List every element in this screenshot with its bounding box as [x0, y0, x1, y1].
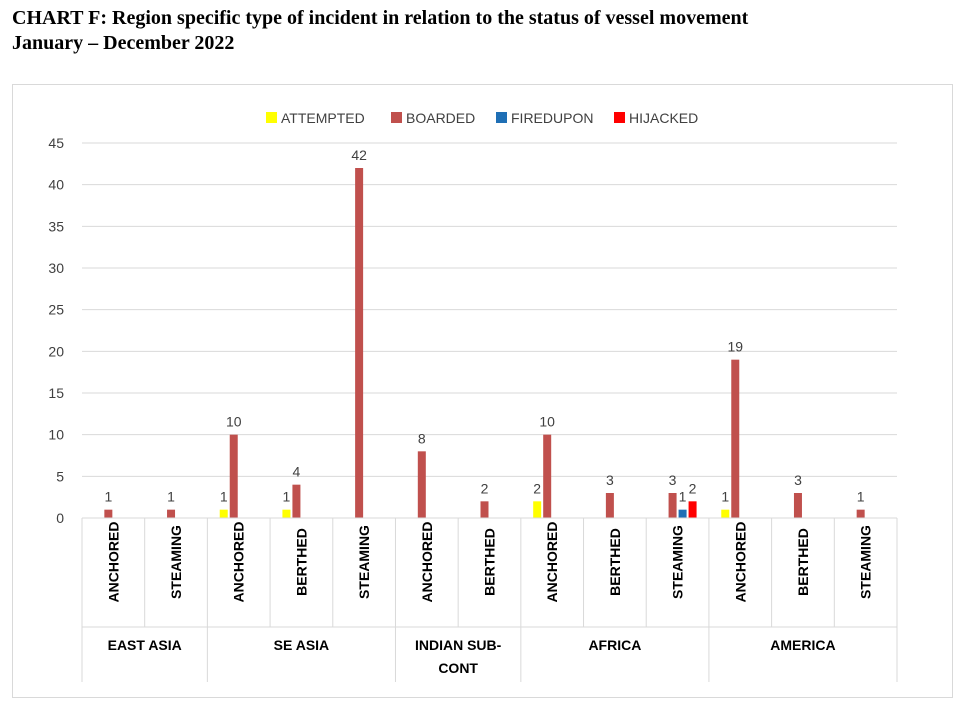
y-tick-label-40: 40 [48, 177, 64, 193]
data-label-boarded-7: 10 [539, 414, 555, 430]
data-label-boarded-8: 3 [606, 472, 614, 488]
bar-boarded-11 [793, 493, 802, 518]
chart-heading: CHART F: Region specific type of inciden… [12, 6, 962, 56]
gridlines [82, 142, 897, 519]
chart-frame [12, 84, 953, 698]
data-label-attempted-2: 1 [220, 489, 228, 505]
data-label-boarded-12: 1 [857, 489, 865, 505]
y-tick-label-30: 30 [48, 260, 64, 276]
data-label-boarded-0: 1 [104, 489, 112, 505]
x-tick-label-12: STEAMING [858, 525, 874, 599]
bar-boarded-5 [417, 451, 426, 518]
bar-firedupon-9 [678, 509, 687, 518]
legend-label-firedupon: FIREDUPON [511, 110, 593, 126]
x-tick-label-5: ANCHORED [419, 522, 435, 603]
bar-attempted-10 [721, 509, 730, 518]
bar-attempted-2 [219, 509, 228, 518]
group-label-line-2: CONT [438, 660, 478, 676]
x-tick-label-8: BERTHED [607, 528, 623, 596]
bar-boarded-10 [731, 359, 740, 518]
bar-boarded-6 [480, 501, 489, 518]
y-tick-label-5: 5 [56, 468, 64, 484]
legend-swatch-hijacked [614, 112, 625, 123]
group-label-indian-sub-cont: INDIAN SUB- CONT [415, 637, 502, 676]
legend: ATTEMPTED BOARDED FIREDUPON HIJACKED [266, 110, 698, 126]
bar-boarded-4 [355, 168, 364, 518]
group-label-line-1: INDIAN SUB- [415, 637, 502, 653]
bar-boarded-0 [104, 509, 113, 518]
legend-label-boarded: BOARDED [406, 110, 475, 126]
data-label-attempted-3: 1 [283, 489, 291, 505]
legend-label-hijacked: HIJACKED [629, 110, 698, 126]
bar-attempted-3 [282, 509, 291, 518]
group-label-africa: AFRICA [588, 637, 641, 653]
data-label-attempted-7: 2 [533, 480, 541, 496]
data-label-boarded-5: 8 [418, 430, 426, 446]
bar-boarded-3 [292, 484, 301, 518]
data-label-boarded-3: 4 [293, 464, 301, 480]
y-tick-label-0: 0 [56, 510, 64, 526]
x-tick-label-6: BERTHED [482, 528, 498, 596]
x-tick-label-0: ANCHORED [105, 522, 121, 603]
x-tick-label-9: STEAMING [670, 525, 686, 599]
group-label-america: AMERICA [770, 637, 835, 653]
data-label-firedupon-9: 1 [679, 489, 687, 505]
x-tick-label-4: STEAMING [356, 525, 372, 599]
data-label-hijacked-9: 2 [689, 480, 697, 496]
legend-swatch-firedupon [496, 112, 507, 123]
x-tick-label-1: STEAMING [168, 525, 184, 599]
x-tick-label-3: BERTHED [293, 528, 309, 596]
x-tick-label-7: ANCHORED [544, 522, 560, 603]
data-label-boarded-1: 1 [167, 489, 175, 505]
y-tick-label-45: 45 [48, 135, 64, 151]
bar-boarded-7 [543, 434, 552, 518]
data-label-attempted-10: 1 [721, 489, 729, 505]
bar-boarded-2 [229, 434, 238, 518]
data-label-boarded-9: 3 [669, 472, 677, 488]
y-axis: 0 5 10 15 20 25 30 35 40 45 [48, 135, 64, 526]
chart-title: CHART F: Region specific type of inciden… [12, 7, 749, 29]
legend-swatch-boarded [391, 112, 402, 123]
group-label-east-asia: EAST ASIA [108, 637, 182, 653]
y-tick-label-20: 20 [48, 343, 64, 359]
x-tick-label-10: ANCHORED [732, 522, 748, 603]
chart-period: January – December 2022 [12, 32, 235, 54]
x-axis: ANCHORED STEAMING ANCHORED BERTHED STEAMING A… [81, 517, 898, 682]
y-tick-label-15: 15 [48, 385, 64, 401]
legend-label-attempted: ATTEMPTED [281, 110, 365, 126]
y-tick-label-10: 10 [48, 427, 64, 443]
bar-boarded-9 [668, 493, 677, 518]
data-label-boarded-4: 42 [351, 147, 367, 163]
y-tick-label-35: 35 [48, 218, 64, 234]
bars [104, 168, 865, 518]
bar-boarded-8 [605, 493, 614, 518]
bar-boarded-1 [167, 509, 176, 518]
y-tick-label-25: 25 [48, 302, 64, 318]
bar-boarded-12 [856, 509, 865, 518]
data-label-boarded-10: 19 [727, 339, 743, 355]
data-label-boarded-2: 10 [226, 414, 242, 430]
x-tick-label-11: BERTHED [795, 528, 811, 596]
data-label-boarded-11: 3 [794, 472, 802, 488]
data-label-boarded-6: 2 [481, 480, 489, 496]
group-label-se-asia: SE ASIA [274, 637, 330, 653]
legend-swatch-attempted [266, 112, 277, 123]
bar-hijacked-9 [688, 501, 697, 518]
bar-attempted-7 [533, 501, 542, 518]
x-tick-label-2: ANCHORED [231, 522, 247, 603]
